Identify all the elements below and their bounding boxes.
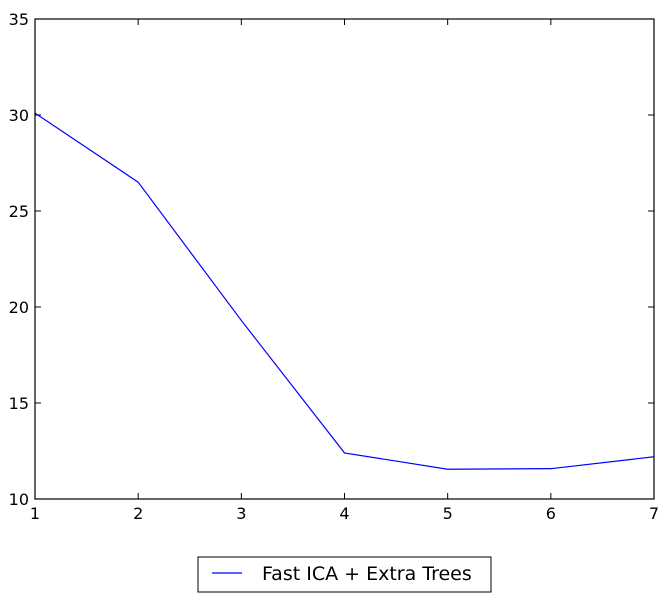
y-tick-label: 10 [9, 490, 29, 509]
x-tick-label: 5 [443, 504, 453, 523]
x-tick-label: 2 [133, 504, 143, 523]
series-layer [34, 112, 655, 470]
legend-label: Fast ICA + Extra Trees [262, 563, 472, 585]
x-tick-label: 3 [236, 504, 246, 523]
x-tick-label: 1 [30, 504, 40, 523]
plot-frame [34, 18, 655, 500]
x-tick-label: 7 [649, 504, 659, 523]
y-tick-label: 20 [9, 298, 29, 317]
y-tick-label: 25 [9, 202, 29, 221]
y-tick-label: 30 [9, 106, 29, 125]
x-tick-label: 4 [339, 504, 349, 523]
legend: Fast ICA + Extra Trees [197, 556, 492, 593]
legend-box [197, 556, 492, 593]
y-tick-label: 35 [9, 10, 29, 29]
x-tick-label: 6 [546, 504, 556, 523]
series-line [34, 112, 655, 470]
tick-labels: 1 2 3 4 5 6 7 10 15 20 25 30 35 [9, 10, 659, 523]
y-tick-label: 15 [9, 394, 29, 413]
axis-ticks [34, 18, 655, 500]
